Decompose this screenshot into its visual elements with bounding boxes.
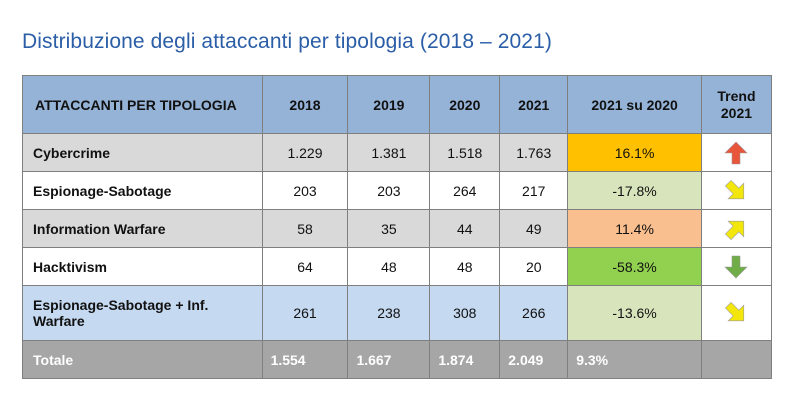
cell: 58 — [261, 209, 349, 248]
cell: 16.1% — [567, 133, 702, 172]
table-row: Hacktivism 64 48 48 20 -58.3% — [22, 247, 773, 286]
cell: 203 — [261, 171, 349, 210]
trend-arrow — [724, 301, 749, 325]
column-header: 2021 su 2020 — [567, 75, 702, 134]
cell: 264 — [429, 171, 501, 210]
arrow-shape — [724, 178, 749, 203]
cell: 203 — [347, 171, 431, 210]
cell: 1.518 — [429, 133, 501, 172]
cell: 1.229 — [261, 133, 349, 172]
table-row: Totale 1.554 1.667 1.874 2.049 9.3% — [22, 340, 773, 379]
cell: 261 — [261, 285, 349, 341]
column-header: 2020 — [429, 75, 501, 134]
cell: 49 — [499, 209, 569, 248]
trend-arrow — [724, 178, 749, 203]
cell: 35 — [347, 209, 431, 248]
table-row: Cybercrime 1.229 1.381 1.518 1.763 16.1% — [22, 133, 773, 172]
cell: 48 — [347, 247, 431, 286]
column-header: Trend 2021 — [700, 75, 773, 134]
trend-arrow — [724, 255, 748, 278]
cell: 64 — [261, 247, 349, 286]
cell: -58.3% — [567, 247, 702, 286]
cell: 217 — [499, 171, 569, 210]
cell: 1.667 — [347, 340, 431, 379]
table-row: Information Warfare 58 35 44 49 11.4% — [22, 209, 773, 248]
column-header: 2021 — [499, 75, 569, 134]
trend-cell — [700, 340, 773, 379]
trend-arrow — [724, 216, 749, 241]
cell: 1.763 — [499, 133, 569, 172]
cell: 48 — [429, 247, 501, 286]
column-header: ATTACCANTI PER TIPOLOGIA — [22, 75, 263, 134]
row-label: Hacktivism — [22, 247, 263, 286]
trend-cell — [700, 247, 773, 286]
cell: 1.381 — [347, 133, 431, 172]
table-row: Espionage-Sabotage 203 203 264 217 -17.8% — [22, 171, 773, 210]
cell: 308 — [429, 285, 501, 341]
arrow-shape — [724, 141, 748, 164]
arrow-shape — [724, 301, 749, 325]
header-row: ATTACCANTI PER TIPOLOGIA 2018 2019 2020 … — [22, 75, 773, 134]
cell: -13.6% — [567, 285, 702, 341]
cell: 20 — [499, 247, 569, 286]
row-label: Information Warfare — [22, 209, 263, 248]
trend-cell — [700, 171, 773, 210]
cell: 266 — [499, 285, 569, 341]
row-label: Espionage-Sabotage — [22, 171, 263, 210]
data-table: ATTACCANTI PER TIPOLOGIA 2018 2019 2020 … — [22, 75, 773, 379]
row-label: Cybercrime — [22, 133, 263, 172]
cell: 9.3% — [567, 340, 702, 379]
cell: 44 — [429, 209, 501, 248]
cell: 11.4% — [567, 209, 702, 248]
table-row: Espionage-Sabotage + Inf. Warfare 261 238 3… — [22, 285, 773, 341]
column-header: 2018 — [261, 75, 349, 134]
row-label: Totale — [22, 340, 263, 379]
arrow-shape — [724, 255, 748, 278]
cell: -17.8% — [567, 171, 702, 210]
trend-cell — [700, 285, 773, 341]
cell: 1.554 — [261, 340, 349, 379]
cell: 2.049 — [499, 340, 569, 379]
trend-cell — [700, 209, 773, 248]
title: Distribuzione degli attaccanti per tipol… — [22, 30, 552, 53]
cell: 238 — [347, 285, 431, 341]
row-label: Espionage-Sabotage + Inf. Warfare — [22, 285, 263, 341]
trend-cell — [700, 133, 773, 172]
column-header: 2019 — [347, 75, 431, 134]
trend-arrow — [724, 141, 748, 164]
arrow-shape — [724, 216, 749, 241]
cell: 1.874 — [429, 340, 501, 379]
